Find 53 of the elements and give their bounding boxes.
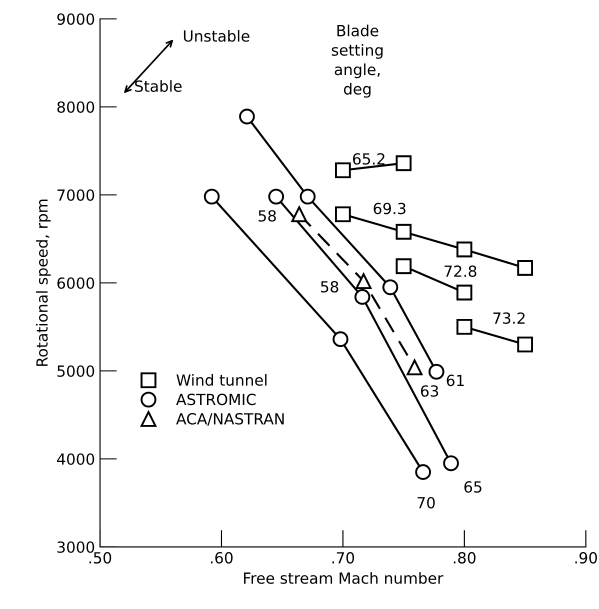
y-tick-label: 7000 <box>58 189 94 201</box>
point <box>396 155 412 172</box>
annotation: 63 <box>420 385 438 397</box>
point <box>517 260 534 276</box>
x-tick-label: .50 <box>90 552 112 564</box>
point <box>456 242 472 258</box>
point <box>356 273 372 290</box>
legend-label: ASTROMIC <box>176 394 256 406</box>
x-tick-label: .90 <box>575 552 597 564</box>
annotation: 69.3 <box>374 202 406 214</box>
point <box>456 318 472 335</box>
x-axis-title: Free stream Mach number <box>244 572 444 584</box>
point <box>204 188 220 205</box>
point <box>300 188 316 205</box>
annotation: 70 <box>418 496 435 509</box>
annotation: 73.2 <box>493 312 525 324</box>
point <box>332 331 348 348</box>
point <box>354 289 370 305</box>
annotation: Unstable <box>184 30 250 42</box>
y-axis-title: Rotational speed, rpm <box>36 200 51 366</box>
annotation: Stable <box>135 80 182 92</box>
y-tick-label: 9000 <box>57 13 94 25</box>
annotation: 65.2 <box>352 153 384 165</box>
y-tick-label: 3000 <box>57 541 94 553</box>
point <box>428 364 444 380</box>
y-tick-label: 8000 <box>57 101 94 113</box>
point <box>415 464 432 480</box>
point <box>396 258 412 274</box>
annotation: 72.8 <box>444 265 476 277</box>
point <box>268 188 284 205</box>
x-tick-label: .60 <box>210 552 233 564</box>
legend-label: ACA/NASTRAN <box>176 413 284 426</box>
point <box>456 284 472 300</box>
point <box>406 359 422 376</box>
annotation: 61 <box>446 374 464 386</box>
y-tick-label: 6000 <box>57 277 94 289</box>
point <box>396 224 412 240</box>
x-tick-label: .70 <box>332 552 354 564</box>
annotation: 65 <box>464 481 482 493</box>
annotation: 58 <box>258 210 276 222</box>
annotation: 58 <box>321 280 338 293</box>
point <box>335 162 351 178</box>
point <box>443 455 459 472</box>
point <box>382 279 398 296</box>
point <box>335 206 351 222</box>
point <box>291 206 308 222</box>
annotation: Blade setting angle, deg <box>332 24 383 98</box>
point <box>517 336 534 352</box>
x-tick-label: .80 <box>454 552 476 564</box>
legend-label: Wind tunnel <box>176 374 266 386</box>
y-tick-label: 5000 <box>57 365 94 377</box>
point <box>239 108 255 124</box>
y-tick-label: 4000 <box>57 453 94 465</box>
